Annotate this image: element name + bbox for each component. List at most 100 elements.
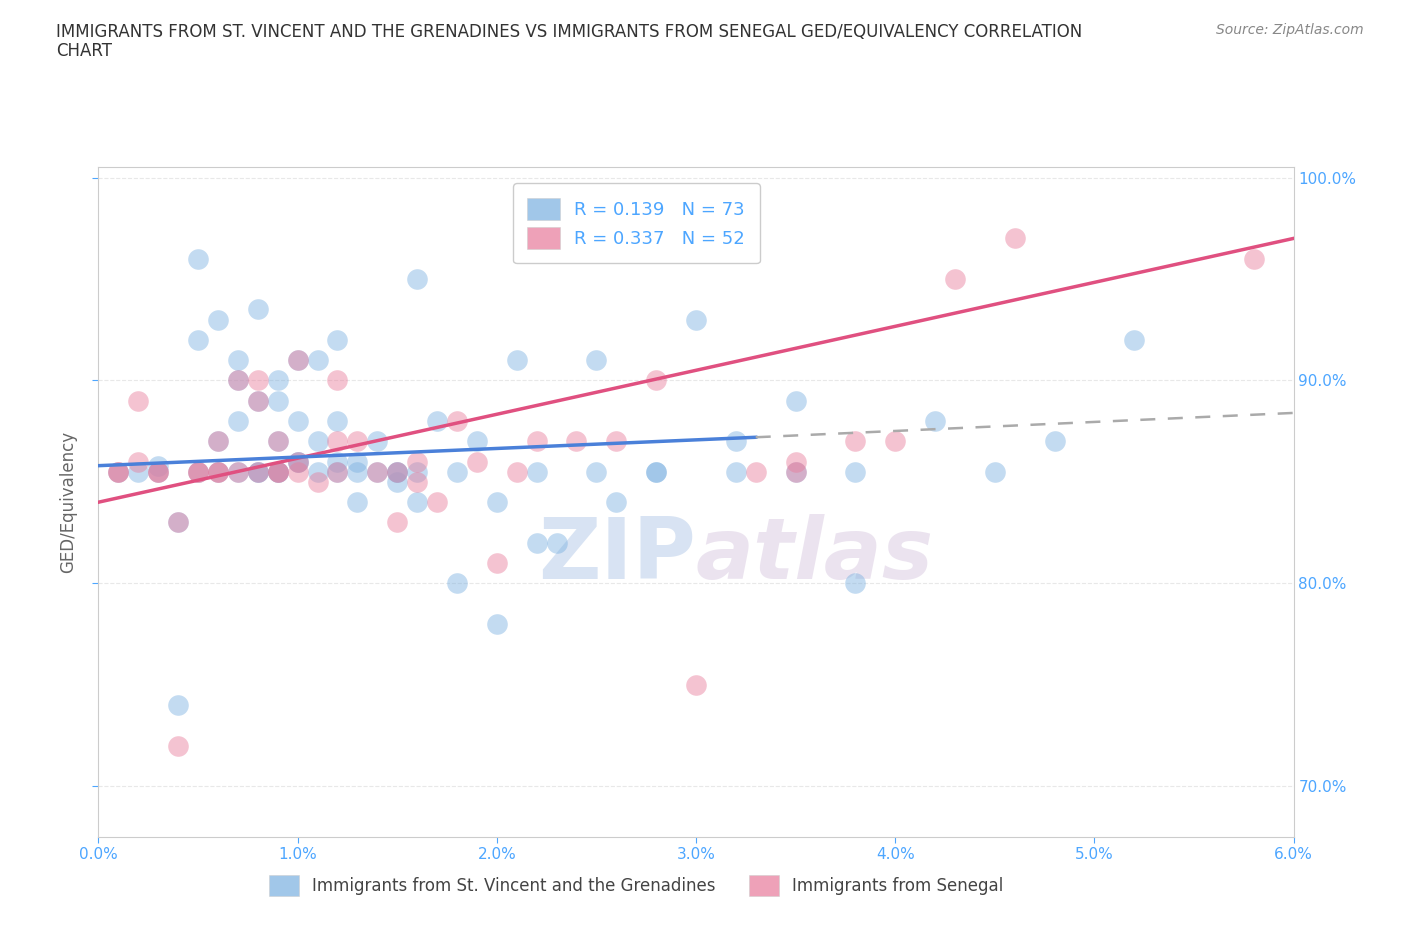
Point: [226, 414, 249, 429]
Point: [446, 414, 468, 429]
Point: [226, 352, 249, 367]
Point: [884, 434, 907, 449]
Point: [246, 464, 269, 479]
Point: [187, 464, 209, 479]
Point: [924, 414, 946, 429]
Point: [485, 495, 508, 510]
Text: IMMIGRANTS FROM ST. VINCENT AND THE GRENADINES VS IMMIGRANTS FROM SENEGAL GED/EQ: IMMIGRANTS FROM ST. VINCENT AND THE GREN…: [56, 23, 1083, 41]
Point: [326, 434, 349, 449]
Point: [745, 464, 768, 479]
Point: [366, 464, 388, 479]
Point: [187, 332, 209, 347]
Point: [148, 464, 170, 479]
Point: [167, 515, 190, 530]
Point: [645, 464, 668, 479]
Text: CHART: CHART: [56, 42, 112, 60]
Point: [685, 312, 707, 327]
Point: [605, 434, 627, 449]
Point: [785, 464, 807, 479]
Point: [385, 474, 409, 489]
Point: [246, 464, 269, 479]
Point: [1243, 251, 1265, 266]
Point: [107, 464, 129, 479]
Point: [485, 617, 508, 631]
Point: [406, 272, 429, 286]
Point: [346, 495, 368, 510]
Point: [346, 464, 368, 479]
Point: [984, 464, 1007, 479]
Point: [724, 464, 747, 479]
Point: [406, 495, 429, 510]
Point: [1043, 434, 1066, 449]
Point: [187, 251, 209, 266]
Point: [724, 434, 747, 449]
Point: [326, 454, 349, 469]
Point: [207, 464, 229, 479]
Point: [148, 458, 170, 473]
Point: [207, 312, 229, 327]
Point: [526, 536, 548, 551]
Point: [246, 393, 269, 408]
Point: [546, 536, 568, 551]
Point: [287, 454, 309, 469]
Point: [406, 474, 429, 489]
Point: [246, 464, 269, 479]
Point: [406, 454, 429, 469]
Point: [107, 464, 129, 479]
Point: [267, 464, 290, 479]
Point: [207, 434, 229, 449]
Point: [844, 576, 866, 591]
Point: [1123, 332, 1146, 347]
Point: [645, 373, 668, 388]
Point: [465, 434, 488, 449]
Point: [287, 454, 309, 469]
Point: [385, 464, 409, 479]
Point: [187, 464, 209, 479]
Y-axis label: GED/Equivalency: GED/Equivalency: [59, 432, 77, 573]
Point: [943, 272, 966, 286]
Point: [465, 454, 488, 469]
Point: [287, 454, 309, 469]
Point: [287, 464, 309, 479]
Point: [167, 738, 190, 753]
Point: [605, 495, 627, 510]
Point: [426, 414, 449, 429]
Point: [267, 434, 290, 449]
Point: [346, 434, 368, 449]
Point: [127, 464, 149, 479]
Point: [366, 434, 388, 449]
Point: [685, 677, 707, 692]
Point: [506, 352, 529, 367]
Text: atlas: atlas: [696, 514, 934, 597]
Point: [346, 454, 368, 469]
Point: [287, 414, 309, 429]
Point: [366, 464, 388, 479]
Point: [246, 373, 269, 388]
Point: [167, 698, 190, 712]
Point: [326, 332, 349, 347]
Point: [267, 464, 290, 479]
Point: [307, 434, 329, 449]
Point: [585, 464, 607, 479]
Point: [127, 454, 149, 469]
Point: [226, 464, 249, 479]
Point: [506, 464, 529, 479]
Point: [267, 464, 290, 479]
Point: [385, 464, 409, 479]
Point: [287, 352, 309, 367]
Point: [207, 464, 229, 479]
Point: [307, 474, 329, 489]
Legend: Immigrants from St. Vincent and the Grenadines, Immigrants from Senegal: Immigrants from St. Vincent and the Gren…: [262, 869, 1011, 902]
Point: [844, 464, 866, 479]
Point: [785, 454, 807, 469]
Point: [385, 464, 409, 479]
Point: [187, 464, 209, 479]
Point: [844, 434, 866, 449]
Point: [226, 373, 249, 388]
Text: Source: ZipAtlas.com: Source: ZipAtlas.com: [1216, 23, 1364, 37]
Point: [526, 434, 548, 449]
Point: [785, 464, 807, 479]
Point: [267, 373, 290, 388]
Point: [446, 576, 468, 591]
Point: [307, 464, 329, 479]
